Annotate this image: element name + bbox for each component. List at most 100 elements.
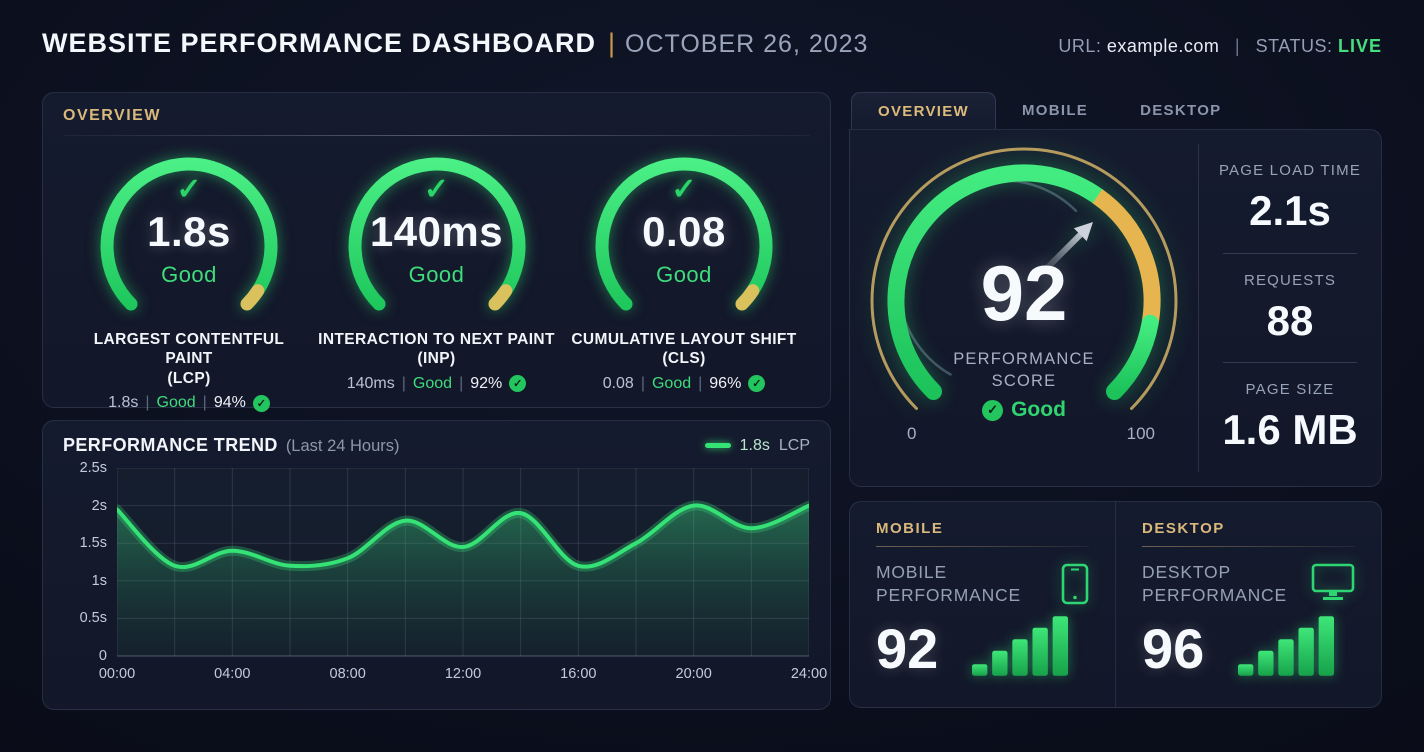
trend-title-group: PERFORMANCE TREND (Last 24 Hours)	[63, 435, 400, 456]
gauge-min-label: 0	[907, 424, 917, 443]
y-tick-label: 1s	[91, 572, 107, 589]
lcp-value: 1.8s	[147, 208, 231, 255]
main-grid: OVERVIEW	[42, 92, 1382, 710]
stat-label: PAGE LOAD TIME	[1218, 161, 1362, 179]
lcp-rating: Good	[161, 262, 217, 287]
trend-header: PERFORMANCE TREND (Last 24 Hours) 1.8s LC…	[63, 435, 810, 456]
cls-summary-pct: 96%	[709, 374, 742, 392]
inp-gauge: ✓ 140ms Good	[337, 146, 537, 324]
mobile-label-line2: PERFORMANCE	[876, 584, 1021, 605]
y-tick-label: 0.5s	[79, 610, 107, 627]
stat-page-load-time: PAGE LOAD TIME 2.1s	[1199, 144, 1381, 253]
y-tick-label: 2.5s	[79, 460, 107, 476]
status-label: STATUS:	[1255, 36, 1333, 56]
overview-panel-title: OVERVIEW	[63, 107, 161, 124]
inp-name: INTERACTION TO NEXT PAINT (INP)	[317, 330, 557, 369]
gauge-max-label: 100	[1126, 424, 1155, 443]
x-tick-label: 16:00	[560, 666, 597, 682]
lcp-name-line1: LARGEST CONTENTFUL PAINT	[93, 331, 285, 368]
x-tick-label: 12:00	[444, 666, 482, 682]
right-column: OVERVIEW MOBILE DESKTOP	[849, 92, 1382, 710]
score-stats: PAGE LOAD TIME 2.1s REQUESTS 88 PAGE SIZ…	[1198, 144, 1381, 472]
x-tick-label: 20:00	[675, 666, 712, 682]
x-tick-label: 24:00	[790, 666, 828, 682]
tab-mobile[interactable]: MOBILE	[1021, 102, 1089, 119]
desktop-performance-score: 96	[1142, 616, 1205, 680]
inp-summary: 140ms | Good | 92% ✓	[317, 375, 557, 393]
performance-score-gauge: 92 PERFORMANCE SCORE ✓ Good 0 100	[859, 136, 1189, 466]
lcp-summary-pct: 94%	[213, 394, 246, 412]
score-panel: 92 PERFORMANCE SCORE ✓ Good 0 100	[849, 129, 1382, 487]
stat-value: 2.1s	[1249, 186, 1331, 234]
desktop-label-line2: PERFORMANCE	[1142, 584, 1287, 605]
metric-card-inp: ✓ 140ms Good INTERACTION TO NEXT PAINT (…	[317, 146, 557, 412]
separator: |	[145, 394, 150, 412]
desktop-score-row: 96	[1142, 613, 1355, 677]
legend-label: LCP	[778, 436, 810, 454]
y-tick-label: 0	[98, 648, 107, 664]
lcp-gauge: ✓ 1.8s Good	[89, 146, 289, 324]
mobile-section-title: MOBILE	[876, 520, 944, 537]
lcp-trend-chart: 2.5s 2s 1.5s 1s 0.5s 0 00:00 04:00 08:00 12:00 16:…	[63, 460, 828, 694]
lcp-summary-value: 1.8s	[108, 394, 139, 412]
desktop-divider	[1142, 546, 1355, 547]
separator: |	[698, 374, 703, 392]
score-rating-text: Good	[1011, 398, 1066, 421]
stat-value: 88	[1266, 296, 1314, 344]
check-icon: ✓	[176, 173, 202, 206]
trend-title: PERFORMANCE TREND	[63, 435, 278, 455]
mobile-performance-label: MOBILE PERFORMANCE	[876, 561, 1021, 607]
mobile-performance-score: 92	[876, 616, 939, 680]
dashboard-date: OCTOBER 26, 2023	[625, 30, 869, 58]
separator: |	[459, 374, 464, 392]
needle-arrow-icon	[1038, 222, 1093, 277]
inp-rating: Good	[408, 262, 465, 287]
x-tick-label: 04:00	[214, 666, 251, 682]
signal-bars-icon	[1238, 615, 1335, 676]
desktop-section: DESKTOP DESKTOP PERFORMANCE	[1115, 502, 1381, 707]
mobile-label-line1: MOBILE	[876, 562, 947, 582]
page-header: WEBSITE PERFORMANCE DASHBOARD | OCTOBER 26…	[42, 28, 1382, 80]
metric-card-cls: ✓ 0.08 Good CUMULATIVE LAYOUT SHIFT (CLS…	[564, 146, 804, 412]
y-tick-label: 1.5s	[79, 535, 107, 552]
trend-chart-plot	[117, 468, 809, 657]
lcp-gauge-arc-icon	[100, 157, 278, 311]
mobile-score-row: 92	[876, 613, 1089, 677]
device-panel: MOBILE MOBILE PERFORMANCE	[849, 501, 1382, 708]
inp-name-line1: INTERACTION TO NEXT PAINT	[318, 331, 555, 348]
lcp-summary: 1.8s | Good | 94% ✓	[69, 394, 309, 412]
header-divider: |	[1234, 36, 1241, 56]
status-badge: LIVE	[1337, 36, 1382, 56]
stats-divider	[1223, 252, 1357, 254]
url-status-bar: URL: example.com | STATUS: LIVE	[1058, 36, 1382, 57]
check-icon: ✓	[671, 173, 697, 206]
separator: |	[202, 394, 207, 412]
check-circle-icon: ✓	[509, 375, 527, 393]
separator: |	[640, 374, 645, 392]
stats-divider	[1223, 362, 1357, 364]
inp-name-line2: (INP)	[417, 350, 456, 368]
inp-summary-pct: 92%	[470, 374, 503, 392]
stat-page-size: PAGE SIZE 1.6 MB	[1199, 363, 1381, 472]
performance-score-value: 92	[980, 249, 1068, 337]
mobile-divider	[876, 546, 1089, 547]
check-circle-icon: ✓	[252, 394, 270, 412]
mobile-section: MOBILE MOBILE PERFORMANCE	[850, 502, 1115, 707]
cls-summary: 0.08 | Good | 96% ✓	[564, 375, 804, 393]
mobile-label-row: MOBILE PERFORMANCE	[876, 561, 1089, 607]
inp-summary-rating: Good	[412, 374, 453, 392]
tab-overview[interactable]: OVERVIEW	[851, 92, 996, 129]
inp-gauge-arc-icon	[348, 157, 525, 311]
dashboard-title: WEBSITE PERFORMANCE DASHBOARD	[42, 28, 597, 58]
tab-desktop[interactable]: DESKTOP	[1140, 102, 1222, 119]
overview-panel: OVERVIEW	[42, 92, 831, 412]
url-value: example.com	[1106, 36, 1220, 56]
left-column: OVERVIEW	[42, 92, 831, 710]
signal-bars-icon	[972, 615, 1069, 676]
score-gauge-zone: 92 PERFORMANCE SCORE ✓ Good 0 100	[850, 130, 1198, 486]
stat-label: PAGE SIZE	[1245, 381, 1335, 399]
metric-card-lcp: ✓ 1.8s Good LARGEST CONTENTFUL PAINT (LC…	[69, 146, 309, 412]
url-label: URL:	[1058, 36, 1102, 56]
separator: |	[401, 374, 406, 392]
